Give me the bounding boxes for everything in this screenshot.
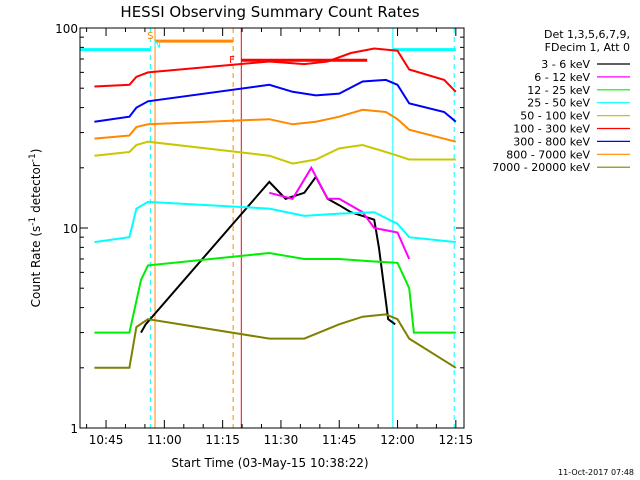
flag-marker-1: S (147, 31, 153, 42)
y-axis-label-part-2: detector (29, 162, 43, 217)
series-line-5 (94, 140, 456, 165)
y-axis-label-part-3: ) (29, 149, 43, 154)
series-line-2 (269, 165, 411, 260)
x-tick-label-3: 11:15 (205, 433, 240, 447)
footer-timestamp: 11-Oct-2017 07:48 (558, 468, 634, 477)
x-tick-label-2: 11:00 (147, 433, 182, 447)
legend-label-7: 300 - 800 keV (513, 135, 590, 148)
legend-label-4: 25 - 50 keV (527, 97, 590, 110)
y-tick-label-1: 1 (70, 422, 78, 436)
series-line-7 (94, 78, 457, 123)
series-line-3 (94, 251, 456, 334)
x-axis-label: Start Time (03-May-15 10:38:22) (171, 456, 368, 470)
series-line-1 (140, 175, 396, 334)
legend-label-1: 3 - 6 keV (541, 58, 590, 71)
y-axis-label-part-1: Count Rate (s (29, 226, 43, 308)
x-tick-label-7: 12:15 (439, 433, 474, 447)
series-line-6 (94, 47, 457, 93)
x-tick-label-1: 10:45 (89, 433, 124, 447)
y-tick-label-2: 10 (63, 222, 78, 236)
legend-label-2: 6 - 12 keV (534, 71, 590, 84)
series-line-4 (94, 200, 456, 244)
legend-header-line-2: FDecim 1, Att 0 (545, 41, 630, 54)
y-axis-label-exp-1: -1 (28, 217, 38, 226)
axes: 10:45 11:00 11:15 11:30 11:45 12:00 12:15 1 10 10… (55, 22, 473, 447)
plot-content: SN F (79, 28, 457, 428)
flag-marker-2: N (154, 39, 161, 50)
legend-header-line-1: Det 1,3,5,6,7,9, (544, 28, 630, 41)
legend-label-9: 7000 - 20000 keV (492, 161, 590, 174)
x-tick-label-6: 12:00 (380, 433, 415, 447)
x-tick-label-5: 11:45 (322, 433, 357, 447)
chart-title: HESSI Observing Summary Count Rates (120, 3, 419, 21)
flag-marker-3: F (229, 55, 235, 66)
plot-frame (79, 27, 465, 429)
legend-label-6: 100 - 300 keV (513, 123, 590, 136)
legend-label-8: 800 - 7000 keV (506, 148, 590, 161)
x-tick-label-4: 11:30 (264, 433, 299, 447)
series-line-8 (94, 108, 457, 143)
legend-label-5: 50 - 100 keV (520, 110, 590, 123)
y-axis-label-exp-2: -1 (28, 153, 38, 162)
y-tick-label-3: 100 (55, 22, 78, 36)
legend-label-3: 12 - 25 keV (527, 84, 590, 97)
legend: Det 1,3,5,6,7,9, FDecim 1, Att 0 3 - 6 k… (492, 28, 630, 174)
series-line-9 (94, 313, 457, 369)
y-axis-label: Count Rate (s-1 detector-1) (28, 149, 43, 308)
